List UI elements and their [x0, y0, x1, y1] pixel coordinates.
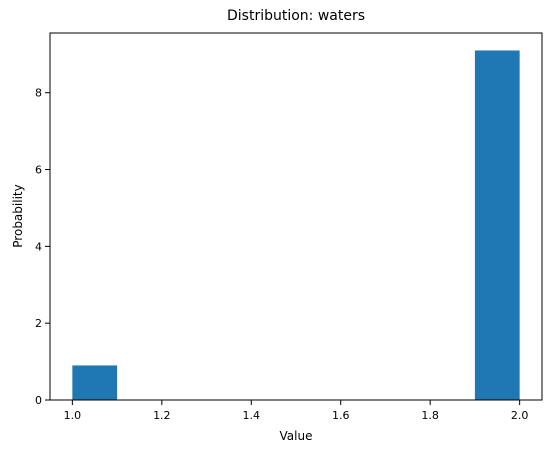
x-tick-label: 1.0 — [64, 409, 82, 422]
y-tick-label: 0 — [35, 394, 42, 407]
y-tick-label: 6 — [35, 164, 42, 177]
x-tick-label: 1.4 — [243, 409, 261, 422]
x-tick-label: 2.0 — [511, 409, 529, 422]
plot-frame — [49, 32, 543, 401]
x-tick-label: 1.2 — [153, 409, 171, 422]
histogram-bar-0 — [72, 365, 118, 400]
y-axis-label: Probability — [11, 184, 25, 247]
x-axis-label: Value — [280, 429, 313, 443]
bars-layer — [72, 50, 520, 400]
chart-title: Distribution: waters — [227, 8, 365, 24]
x-axis: 1.0 1.2 1.4 1.6 1.8 2.0 — [64, 400, 529, 422]
x-tick-label: 1.8 — [421, 409, 439, 422]
x-tick-label: 1.6 — [332, 409, 350, 422]
y-tick-label: 8 — [35, 87, 42, 100]
y-axis: 0 2 4 6 8 — [35, 87, 50, 407]
y-tick-label: 2 — [35, 317, 42, 330]
y-tick-label: 4 — [35, 240, 42, 253]
histogram-bar-9 — [474, 50, 520, 400]
